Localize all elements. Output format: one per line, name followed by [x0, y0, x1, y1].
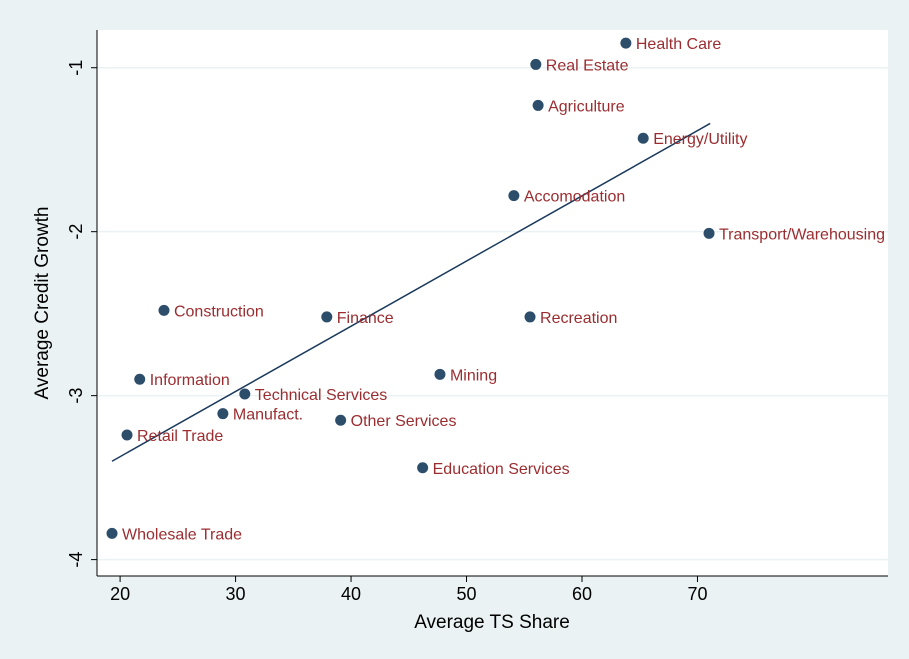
point: [217, 408, 229, 420]
point-label: Technical Services: [255, 387, 388, 404]
point-label: Real Estate: [546, 57, 629, 74]
point-label: Health Care: [636, 36, 721, 53]
point-label: Energy/Utility: [653, 131, 747, 148]
point-label: Finance: [337, 310, 394, 327]
point: [703, 227, 715, 239]
fit-line: [111, 122, 711, 462]
x-tick-label: 60: [572, 584, 592, 604]
point: [508, 190, 520, 202]
x-tick-label: 50: [457, 584, 477, 604]
x-tick-label: 20: [110, 584, 130, 604]
point-label: Agriculture: [548, 98, 625, 115]
point: [335, 414, 347, 426]
point: [532, 99, 544, 111]
plot-area: [97, 30, 888, 576]
point-label: Other Services: [351, 413, 457, 430]
point-label: Manufact.: [233, 407, 303, 424]
x-axis-title: Average TS Share: [414, 612, 570, 633]
point-label: Education Services: [433, 461, 570, 478]
x-tick-label: 40: [341, 584, 361, 604]
point: [321, 311, 333, 323]
point: [530, 58, 542, 70]
point: [524, 311, 536, 323]
point-label: Wholesale Trade: [122, 526, 242, 543]
point-label: Transport/Warehousing: [719, 226, 885, 243]
point: [158, 304, 170, 316]
point: [106, 527, 118, 539]
point: [134, 373, 146, 385]
y-tick-label: -3: [66, 388, 86, 404]
point: [434, 368, 446, 380]
x-tick-label: 70: [687, 584, 707, 604]
point-label: Retail Trade: [137, 428, 223, 445]
point-label: Information: [150, 372, 230, 389]
point-label: Accomodation: [524, 189, 625, 206]
y-tick-label: -2: [66, 224, 86, 240]
y-tick-label: -1: [66, 60, 86, 76]
y-tick-label: -4: [66, 552, 86, 568]
point-label: Mining: [450, 367, 497, 384]
point-label: Recreation: [540, 310, 617, 327]
x-tick-label: 30: [226, 584, 246, 604]
point: [239, 388, 251, 400]
point: [620, 37, 632, 49]
point: [637, 132, 649, 144]
point: [417, 462, 429, 474]
point-label: Construction: [174, 303, 264, 320]
point: [121, 429, 133, 441]
y-axis-title: Average Credit Growth: [32, 207, 53, 400]
